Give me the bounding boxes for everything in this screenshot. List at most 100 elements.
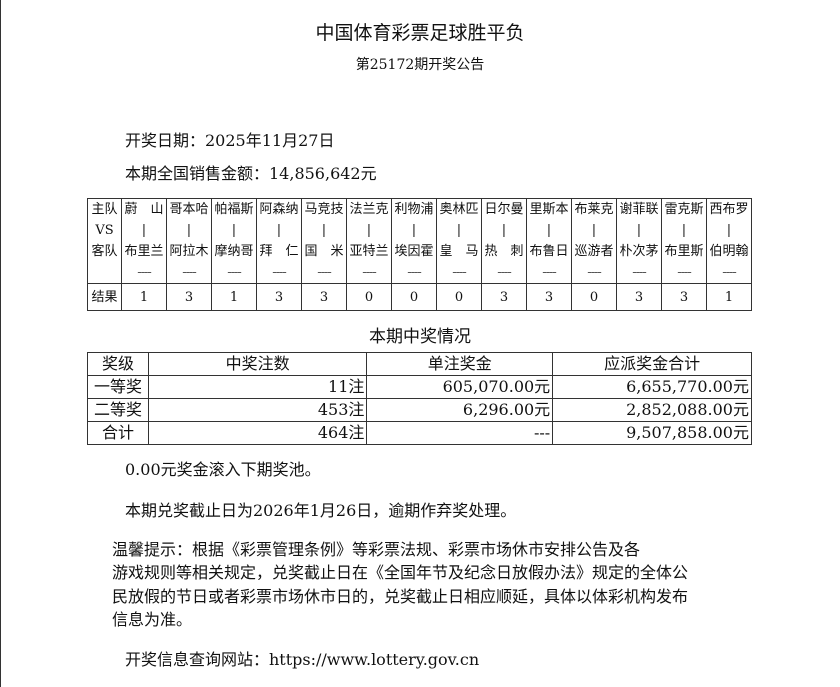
away-team: 布鲁日 [526,241,572,262]
match-result: 3 [616,283,662,311]
prize-header-row: 奖级 中奖注数 单注奖金 应派奖金合计 [87,352,752,376]
sales-amount: 本期全国销售金额：14,856,642元 [125,164,377,183]
separator: ---- [571,262,617,284]
vs-mark: | [211,220,257,241]
prize-row: 合计 464注 --- 9,507,858.00元 [87,421,752,445]
home-team: 法兰克 [346,198,392,220]
page-border [0,0,1,687]
separator: ---- [211,262,257,284]
prize-table: 奖级 中奖注数 单注奖金 应派奖金合计 一等奖 11注 605,070.00元 … [87,352,752,445]
separator: ---- [301,262,347,284]
home-team: 里斯本 [526,198,572,220]
match-result: 0 [436,283,482,311]
winner-count: 453注 [147,398,368,422]
prize-total: 9,507,858.00元 [552,421,752,445]
winner-count: 11注 [147,375,368,399]
match-result: 3 [481,283,527,311]
away-team: 朴次茅 [616,241,662,262]
match-result: 1 [706,283,752,311]
away-label: 客队 [87,241,122,262]
vs-mark: | [481,220,527,241]
deadline-note: 本期兑奖截止日为2026年1月26日，逾期作弃奖处理。 [125,501,517,520]
separator: ---- [706,262,752,284]
away-team: 伯明翰 [706,241,752,262]
prize-level: 一等奖 [87,375,149,399]
prize-amount: --- [366,421,554,445]
prize-row: 二等奖 453注 6,296.00元 2,852,088.00元 [87,398,752,422]
vs-mark: | [166,220,212,241]
header-cell: 中奖注数 [147,352,368,376]
vs-mark: | [301,220,347,241]
vs-mark: | [526,220,572,241]
away-team: 拜 仁 [256,241,302,262]
match-result: 3 [661,283,707,311]
draw-date: 开奖日期：2025年11月27日 [125,131,335,150]
away-team: 皇 马 [436,241,482,262]
prize-row: 一等奖 11注 605,070.00元 6,655,770.00元 [87,375,752,399]
separator: ---- [346,262,392,284]
vs-mark: | [436,220,482,241]
home-team: 帕福斯 [211,198,257,220]
away-team: 布里兰 [121,241,167,262]
vs-label: VS [87,220,122,241]
match-result: 0 [391,283,437,311]
result-label: 结果 [87,283,122,311]
home-label: 主队 [87,198,122,220]
prize-amount: 605,070.00元 [366,375,554,399]
match-result: 3 [256,283,302,311]
vs-mark: | [121,220,167,241]
separator: ---- [481,262,527,284]
vs-mark: | [706,220,752,241]
vs-mark: | [571,220,617,241]
vs-mark: | [256,220,302,241]
tip-line: 信息为准。 [112,610,193,629]
separator: ---- [391,262,437,284]
separator: ---- [121,262,167,284]
away-team: 布里斯 [661,241,707,262]
match-result: 3 [526,283,572,311]
match-result: 3 [301,283,347,311]
separator: ---- [256,262,302,284]
vs-mark: | [661,220,707,241]
away-team: 阿拉木 [166,241,212,262]
separator: ---- [616,262,662,284]
separator: ---- [526,262,572,284]
away-team: 亚特兰 [346,241,392,262]
match-result: 3 [166,283,212,311]
home-team: 利物浦 [391,198,437,220]
away-team: 埃因霍 [391,241,437,262]
prize-total: 2,852,088.00元 [552,398,752,422]
away-team: 巡游者 [571,241,617,262]
home-team: 马竞技 [301,198,347,220]
website-note: 开奖信息查询网站：https://www.lottery.gov.cn [125,650,480,669]
away-team: 摩纳哥 [211,241,257,262]
vs-mark: | [616,220,662,241]
header-cell: 奖级 [87,352,149,376]
home-team: 哥本哈 [166,198,212,220]
away-team: 国 米 [301,241,347,262]
tip-line: 民放假的节日或者彩票市场休市日的，兑奖截止日相应顺延，具体以体彩机构发布 [112,587,689,606]
separator: ---- [166,262,212,284]
home-team: 日尔曼 [481,198,527,220]
separator: ---- [436,262,482,284]
match-result: 0 [571,283,617,311]
away-team: 热 刺 [481,241,527,262]
match-table: 主队蔚 山哥本哈 帕福斯 阿森纳 马竞技 法兰克 利物浦 奥林匹 日尔曼 里斯本 布莱克 谢菲联 雷克… [87,198,752,311]
home-team: 蔚 山 [121,198,167,220]
match-result: 0 [346,283,392,311]
match-result: 1 [121,283,167,311]
prize-section-title: 本期中奖情况 [369,327,471,347]
vs-mark: | [391,220,437,241]
prize-total: 6,655,770.00元 [552,375,752,399]
match-result: 1 [211,283,257,311]
home-team: 雷克斯 [661,198,707,220]
home-team: 奥林匹 [436,198,482,220]
page-subtitle: 第25172期开奖公告 [355,57,485,73]
prize-amount: 6,296.00元 [366,398,554,422]
tip-line: 游戏规则等相关规定，兑奖截止日在《全国年节及纪念日放假办法》规定的全体公 [112,563,689,582]
header-cell: 单注奖金 [366,352,554,376]
separator: ---- [661,262,707,284]
vs-mark: | [346,220,392,241]
winner-count: 464注 [147,421,368,445]
prize-level: 合计 [87,421,149,445]
